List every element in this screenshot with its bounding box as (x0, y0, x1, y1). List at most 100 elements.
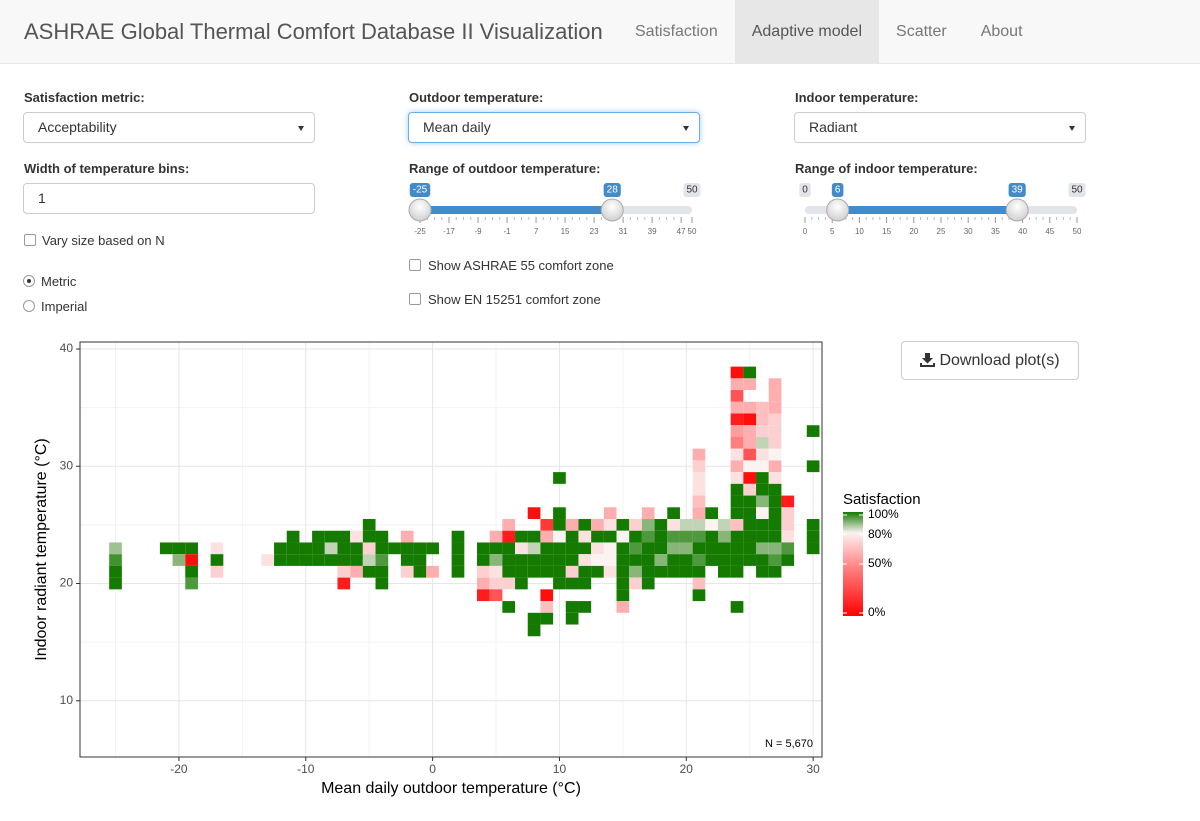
heatmap-cell (730, 436, 744, 449)
heatmap-cell (286, 530, 300, 543)
nav-tab[interactable]: Scatter (896, 23, 947, 40)
heatmap-cell (743, 448, 757, 461)
heatmap-cell (553, 530, 566, 543)
heatmap-cell (565, 565, 579, 578)
tabs: Satisfaction Adaptive model Scatter About (618, 0, 1040, 63)
heatmap-cell (527, 565, 541, 578)
colorbar-label: 50% (868, 556, 892, 570)
checkbox[interactable] (409, 259, 421, 271)
slider-handle[interactable] (826, 198, 850, 222)
x-tick-label: -10 (297, 762, 315, 776)
heatmap-cell (172, 554, 186, 566)
heatmap-cell (578, 577, 592, 590)
select[interactable]: Radiant (794, 112, 1086, 143)
slider-handle[interactable] (1005, 198, 1029, 222)
heatmap-cell (679, 554, 693, 566)
heatmap-cell (743, 413, 757, 426)
slider-badge (603, 183, 621, 197)
download-button[interactable]: Download plot(s) (901, 341, 1079, 380)
heatmap-cell (502, 530, 516, 543)
heatmap-cell (768, 448, 782, 461)
heatmap-cell (540, 542, 554, 555)
heatmap-cell (553, 472, 566, 484)
heatmap-cell (692, 589, 706, 602)
heatmap-cell (362, 542, 376, 555)
heatmap-cell (312, 554, 325, 566)
select[interactable]: Mean daily (408, 112, 700, 143)
heatmap-cell (629, 542, 642, 555)
slider-tick-label: 20 (909, 227, 918, 236)
heatmap-cell (679, 530, 693, 543)
heatmap-cell (679, 542, 693, 555)
heatmap-cell (781, 495, 795, 508)
heatmap-cell (553, 565, 566, 578)
heatmap-cell (312, 542, 325, 555)
heatmap-cell (616, 577, 630, 590)
text-input[interactable]: 1 (23, 183, 315, 214)
heatmap-cell (413, 554, 427, 566)
heatmap-cell (616, 519, 630, 531)
slider-handle[interactable] (408, 198, 432, 222)
heatmap-cell (756, 507, 769, 520)
y-tick-label: 10 (60, 693, 74, 707)
heatmap-cell (743, 366, 757, 379)
slider-tick-label: 0 (803, 227, 808, 236)
heatmap-cell (756, 565, 769, 578)
checkbox[interactable] (409, 293, 421, 305)
heatmap-cell (553, 519, 566, 531)
heatmap-cell (540, 519, 554, 531)
heatmap-cell (730, 366, 744, 379)
heatmap-cell (540, 554, 554, 566)
radio[interactable] (23, 275, 35, 287)
slider-bar (420, 206, 613, 214)
select[interactable]: Acceptability (23, 112, 315, 143)
heatmap-cell (717, 530, 731, 543)
heatmap-cell (806, 542, 820, 555)
heatmap-cell (641, 519, 655, 531)
select-value: Radiant (809, 119, 858, 135)
heatmap-cell (527, 507, 541, 520)
heatmap-cell (603, 565, 617, 578)
heatmap-cell (667, 554, 680, 566)
heatmap-cell (756, 542, 769, 555)
heatmap-cell (362, 565, 376, 578)
heatmap-cell (337, 565, 351, 578)
heatmap-cell (768, 530, 782, 543)
heatmap-cell (375, 565, 389, 578)
heatmap-cell (591, 530, 604, 543)
heatmap-cell (743, 530, 757, 543)
heatmap-cell (667, 519, 680, 531)
heatmap-cell (692, 495, 706, 508)
heatmap-cell (730, 390, 744, 402)
select-value: Mean daily (423, 119, 491, 135)
slider-tick-label: 31 (619, 227, 628, 236)
cells (109, 366, 820, 637)
heatmap-cell (540, 565, 554, 578)
nav-tab[interactable]: Satisfaction (635, 23, 718, 40)
heatmap-cell (578, 565, 592, 578)
heatmap-cell (565, 577, 579, 590)
heatmap-cell (743, 519, 757, 531)
checkbox[interactable] (24, 234, 36, 246)
heatmap-cell (692, 554, 706, 566)
slider-handle[interactable] (600, 198, 624, 222)
slider-badge (831, 183, 844, 197)
heatmap-cell (109, 577, 122, 590)
heatmap-cell (502, 554, 516, 566)
heatmap-cell (603, 554, 617, 566)
heatmap-cell (591, 554, 604, 566)
slider-tick-label: 45 (1045, 227, 1054, 236)
heatmap-cell (616, 601, 630, 613)
heatmap-cell (692, 577, 706, 590)
slider-tick-label: -25 (414, 227, 426, 236)
heatmap-cell (692, 542, 706, 555)
nav-tab[interactable]: About (980, 23, 1023, 40)
heatmap-cell (553, 577, 566, 590)
heatmap-cell (667, 565, 680, 578)
radio[interactable] (23, 300, 35, 312)
heatmap-cell (527, 554, 541, 566)
heatmap-cell (806, 460, 820, 473)
heatmap-cell (768, 436, 782, 449)
heatmap-cell (527, 542, 541, 555)
nav-tab[interactable]: Adaptive model (734, 0, 880, 63)
